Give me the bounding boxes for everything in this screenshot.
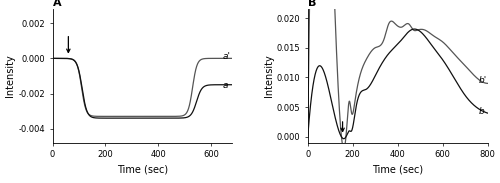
X-axis label: Time (sec): Time (sec)	[372, 165, 423, 175]
Text: a: a	[223, 81, 228, 90]
Text: A: A	[52, 0, 61, 8]
X-axis label: Time (sec): Time (sec)	[117, 165, 168, 175]
Text: a': a'	[223, 52, 231, 61]
Y-axis label: Intensity: Intensity	[264, 55, 274, 97]
Text: b': b'	[478, 76, 487, 85]
Text: b: b	[478, 107, 484, 116]
Text: B: B	[308, 0, 316, 8]
Y-axis label: Intensity: Intensity	[6, 55, 16, 97]
